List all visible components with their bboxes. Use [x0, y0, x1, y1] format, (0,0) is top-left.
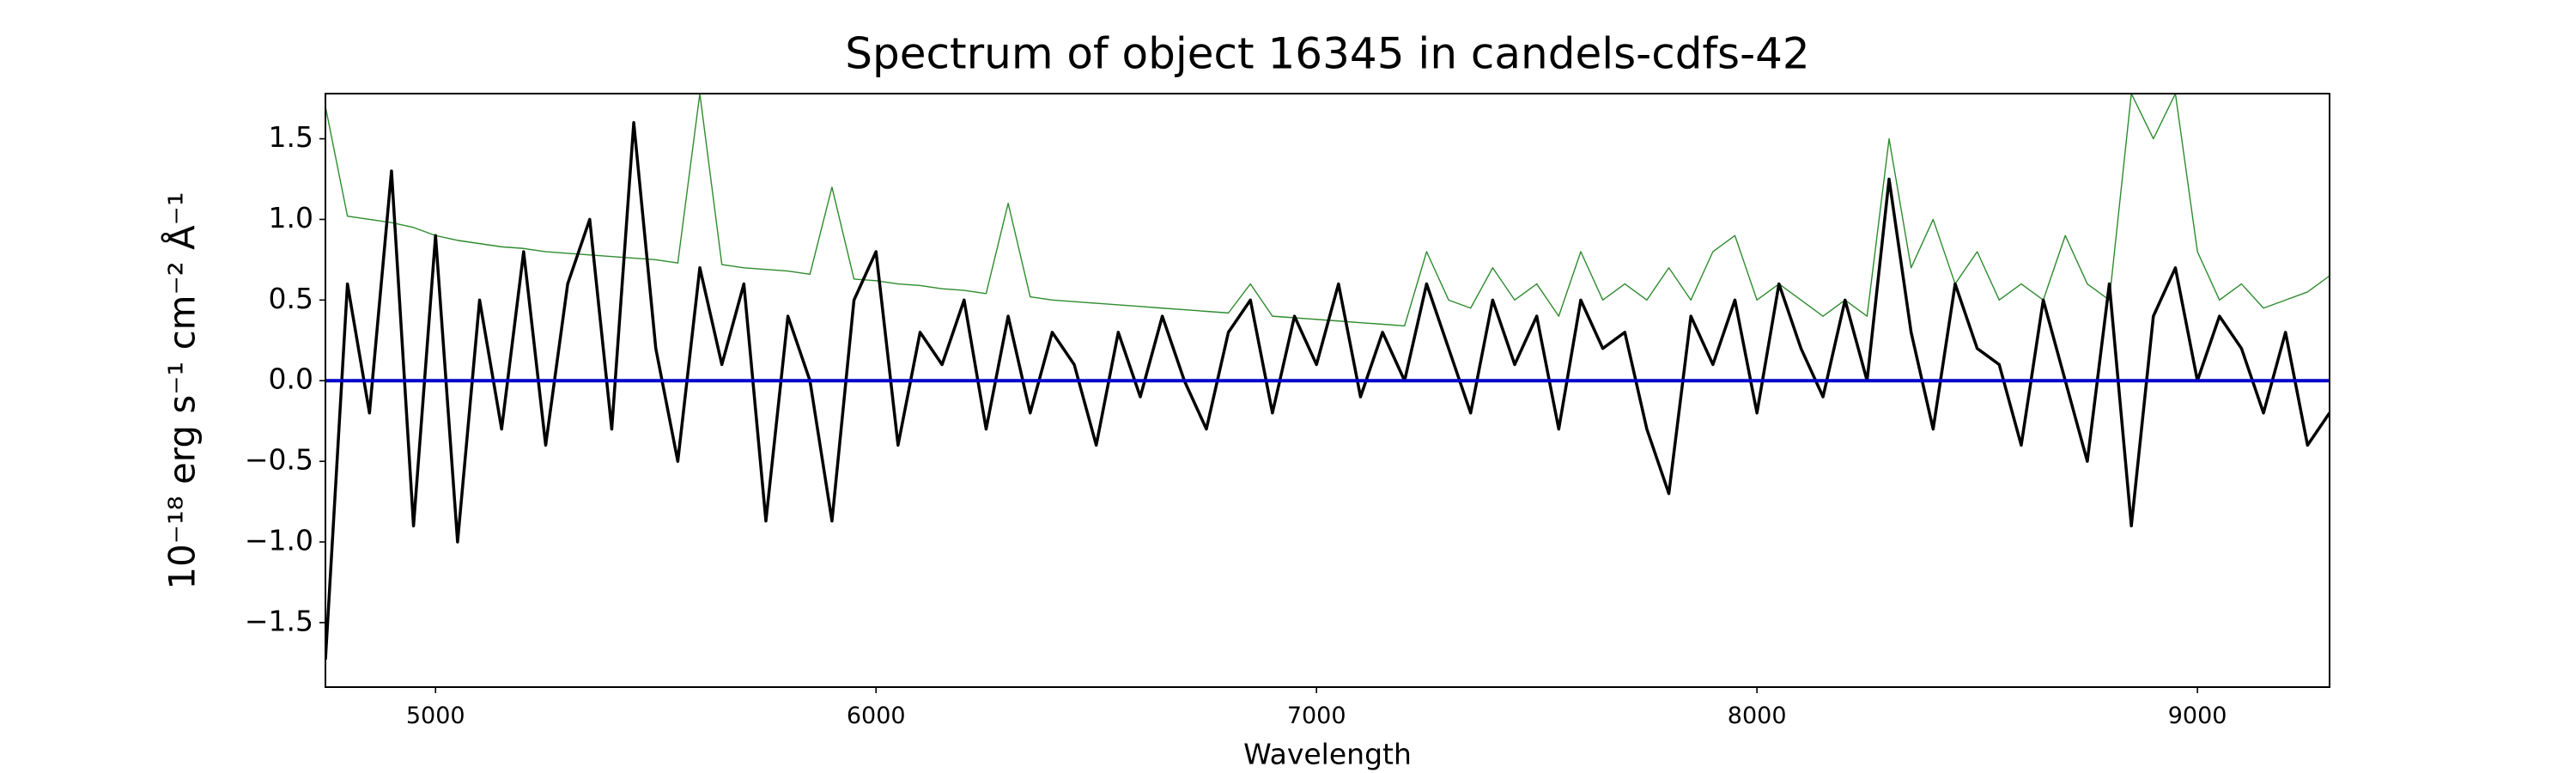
y-tick-label: 0.0: [269, 362, 313, 396]
x-tick-label: 7000: [1287, 703, 1346, 729]
x-tick-label: 9000: [2168, 703, 2227, 729]
y-tick-label: 0.5: [269, 282, 313, 315]
x-axis-label: Wavelength: [1243, 738, 1412, 771]
x-tick-label: 5000: [406, 703, 465, 729]
x-tick-label: 8000: [1728, 703, 1787, 729]
y-tick-label: −0.5: [245, 443, 313, 477]
y-tick-label: 1.5: [269, 120, 313, 154]
y-axis-label: 10⁻¹⁸ erg s⁻¹ cm⁻² Å⁻¹: [161, 192, 204, 589]
axes-frame: [325, 93, 2330, 688]
y-tick-label: 1.0: [269, 201, 313, 234]
plot-area: [325, 94, 2330, 660]
chart-title: Spectrum of object 16345 in candels-cdfs…: [845, 29, 1810, 79]
x-tick-label: 6000: [847, 703, 906, 729]
spectrum-line: [325, 121, 2330, 660]
y-tick-label: −1.5: [245, 604, 313, 637]
y-tick-label: −1.0: [245, 524, 313, 557]
